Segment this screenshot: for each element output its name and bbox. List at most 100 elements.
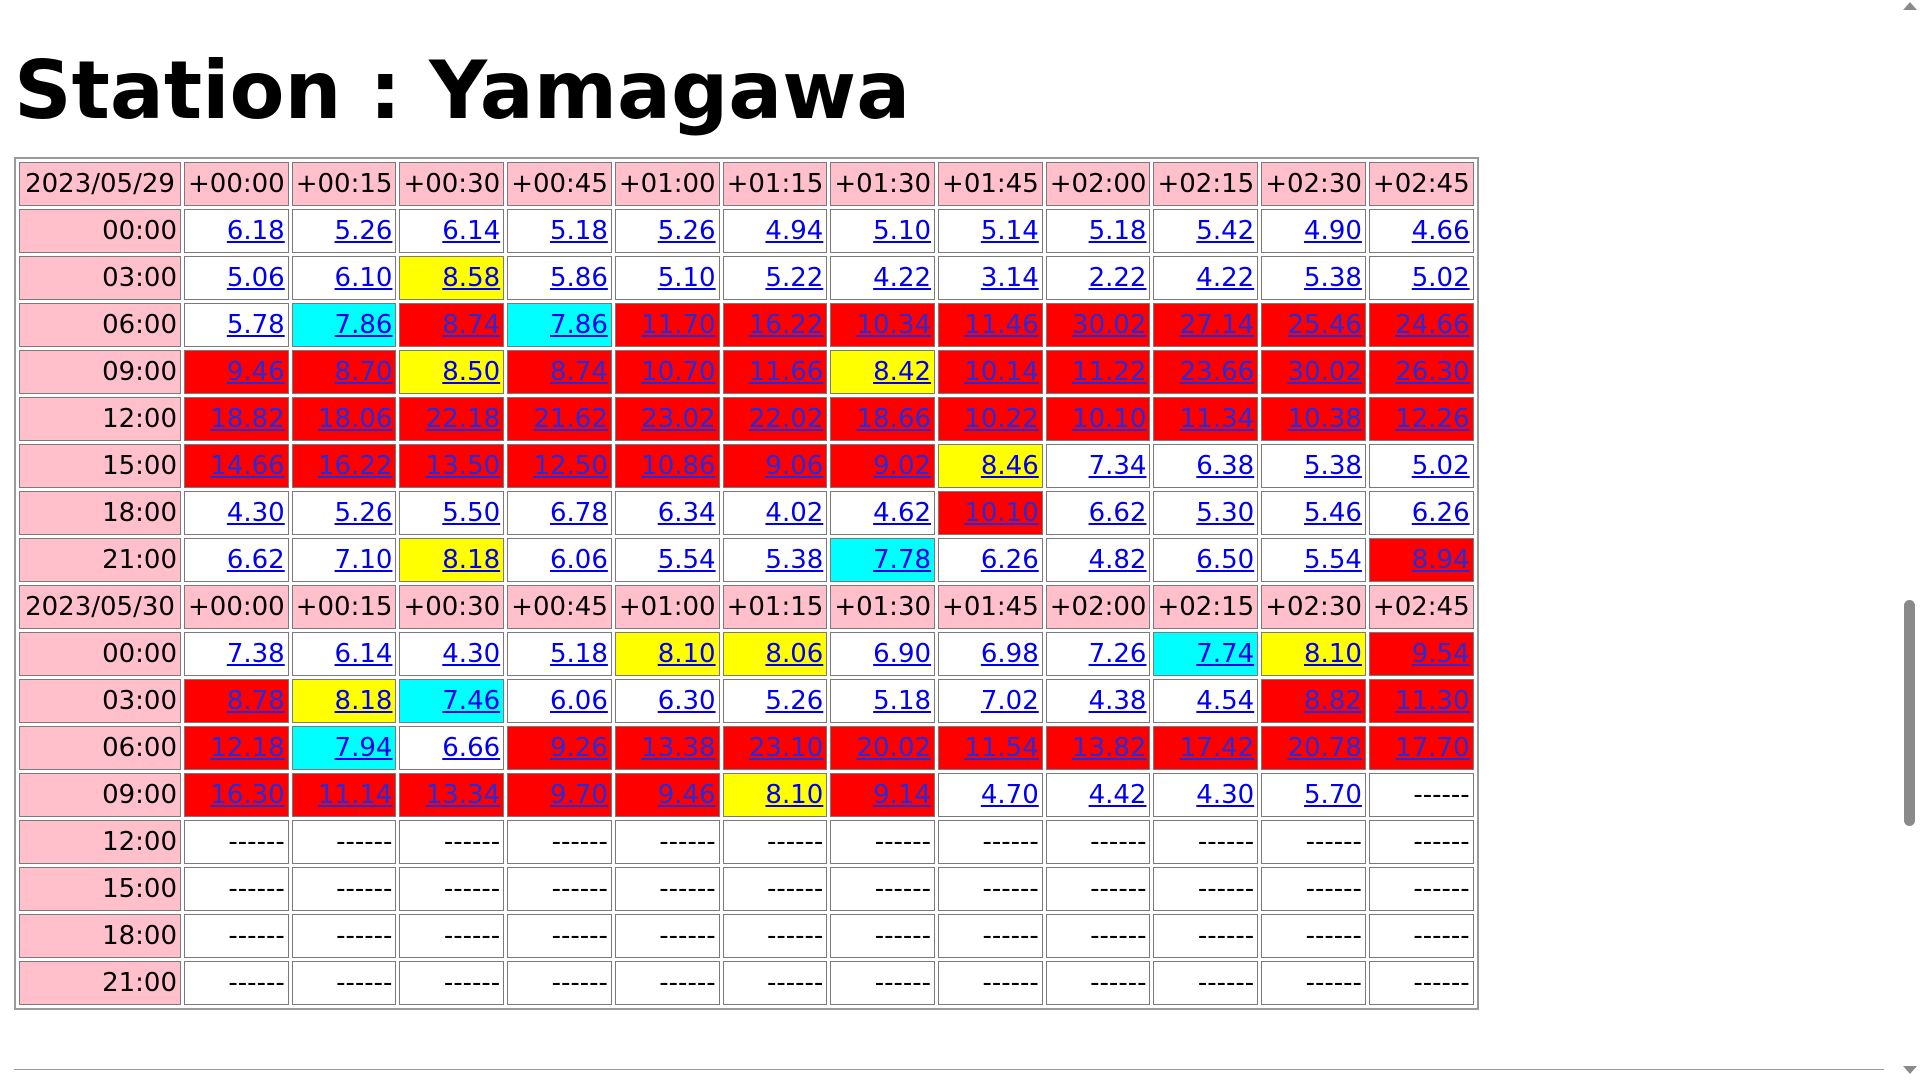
value-cell[interactable]: 13.38	[614, 726, 720, 770]
value-cell[interactable]: 5.42	[1153, 209, 1259, 253]
value-link[interactable]: 16.22	[318, 451, 393, 481]
value-link[interactable]: 10.10	[1072, 404, 1147, 434]
arrow-up-icon[interactable]	[1903, 2, 1917, 10]
value-link[interactable]: 8.74	[549, 357, 608, 387]
value-link[interactable]: 5.54	[657, 545, 716, 575]
value-link[interactable]: 9.02	[873, 451, 932, 481]
value-link[interactable]: 8.10	[765, 780, 824, 810]
value-link[interactable]: 5.50	[442, 498, 501, 528]
value-link[interactable]: 11.34	[1179, 404, 1255, 434]
value-cell[interactable]: 8.46	[938, 444, 1043, 488]
value-link[interactable]: 10.14	[964, 357, 1039, 387]
value-cell[interactable]: 6.14	[291, 632, 397, 676]
value-link[interactable]: 4.90	[1304, 216, 1362, 246]
value-cell[interactable]: 5.18	[1045, 209, 1151, 253]
value-link[interactable]: 7.86	[549, 310, 608, 340]
value-cell[interactable]: 5.02	[1368, 444, 1474, 488]
value-link[interactable]: 11.46	[964, 310, 1039, 340]
value-link[interactable]: 5.86	[549, 263, 608, 293]
value-cell[interactable]: 6.98	[938, 632, 1043, 676]
arrow-down-icon[interactable]	[1903, 1066, 1917, 1074]
value-link[interactable]: 17.42	[1179, 733, 1255, 763]
value-link[interactable]: 3.14	[980, 263, 1039, 293]
value-link[interactable]: 10.70	[641, 357, 716, 387]
value-cell[interactable]: 4.66	[1368, 209, 1474, 253]
value-link[interactable]: 9.54	[1411, 639, 1470, 669]
value-link[interactable]: 5.18	[1088, 216, 1147, 246]
value-cell[interactable]: 4.02	[722, 491, 828, 535]
value-cell[interactable]: 5.46	[1261, 491, 1366, 535]
value-link[interactable]: 5.78	[226, 310, 285, 340]
value-cell[interactable]: 6.10	[291, 256, 397, 300]
value-cell[interactable]: 10.10	[1045, 397, 1151, 441]
value-cell[interactable]: 10.22	[938, 397, 1043, 441]
value-cell[interactable]: 30.02	[1045, 303, 1151, 347]
value-cell[interactable]: 12.26	[1368, 397, 1474, 441]
value-link[interactable]: 5.10	[657, 263, 716, 293]
value-cell[interactable]: 7.34	[1045, 444, 1151, 488]
value-cell[interactable]: 5.86	[507, 256, 612, 300]
value-link[interactable]: 17.70	[1395, 733, 1470, 763]
value-cell[interactable]: 5.78	[184, 303, 289, 347]
value-link[interactable]: 11.30	[1395, 686, 1470, 716]
value-link[interactable]: 22.18	[425, 404, 501, 434]
value-link[interactable]: 7.10	[334, 545, 393, 575]
value-link[interactable]: 4.22	[1196, 263, 1255, 293]
value-cell[interactable]: 18.06	[291, 397, 397, 441]
value-link[interactable]: 6.06	[549, 545, 608, 575]
value-cell[interactable]: 6.62	[184, 538, 289, 582]
value-link[interactable]: 6.18	[226, 216, 285, 246]
value-link[interactable]: 24.66	[1395, 310, 1470, 340]
value-cell[interactable]: 11.14	[291, 773, 397, 817]
value-link[interactable]: 14.66	[210, 451, 285, 481]
value-link[interactable]: 6.62	[226, 545, 285, 575]
value-cell[interactable]: 10.86	[614, 444, 720, 488]
value-cell[interactable]: 8.18	[399, 538, 505, 582]
value-link[interactable]: 7.38	[226, 639, 285, 669]
value-link[interactable]: 11.54	[964, 733, 1039, 763]
value-link[interactable]: 8.46	[980, 451, 1039, 481]
value-cell[interactable]: 5.06	[184, 256, 289, 300]
value-link[interactable]: 6.98	[980, 639, 1039, 669]
value-cell[interactable]: 6.30	[614, 679, 720, 723]
value-cell[interactable]: 4.62	[830, 491, 936, 535]
value-cell[interactable]: 7.46	[399, 679, 505, 723]
value-link[interactable]: 23.66	[1179, 357, 1255, 387]
value-link[interactable]: 5.26	[334, 216, 393, 246]
value-cell[interactable]: 8.50	[399, 350, 505, 394]
value-cell[interactable]: 4.30	[1153, 773, 1259, 817]
value-cell[interactable]: 4.82	[1045, 538, 1151, 582]
value-link[interactable]: 6.62	[1088, 498, 1147, 528]
value-link[interactable]: 6.26	[1411, 498, 1470, 528]
value-cell[interactable]: 2.22	[1045, 256, 1151, 300]
value-link[interactable]: 9.46	[657, 780, 716, 810]
value-cell[interactable]: 5.14	[938, 209, 1043, 253]
value-cell[interactable]: 5.26	[722, 679, 828, 723]
value-link[interactable]: 7.02	[980, 686, 1039, 716]
value-link[interactable]: 8.50	[442, 357, 501, 387]
value-cell[interactable]: 4.22	[1153, 256, 1259, 300]
value-link[interactable]: 9.46	[226, 357, 285, 387]
value-link[interactable]: 6.14	[334, 639, 393, 669]
value-link[interactable]: 18.66	[856, 404, 932, 434]
value-cell[interactable]: 27.14	[1153, 303, 1259, 347]
value-link[interactable]: 6.50	[1196, 545, 1255, 575]
value-link[interactable]: 2.22	[1088, 263, 1147, 293]
value-link[interactable]: 16.30	[210, 780, 285, 810]
value-link[interactable]: 6.78	[549, 498, 608, 528]
value-cell[interactable]: 5.18	[507, 632, 612, 676]
value-link[interactable]: 6.38	[1196, 451, 1255, 481]
value-cell[interactable]: 7.78	[830, 538, 936, 582]
value-cell[interactable]: 5.10	[614, 256, 720, 300]
value-link[interactable]: 5.70	[1304, 780, 1362, 810]
value-cell[interactable]: 23.10	[722, 726, 828, 770]
value-cell[interactable]: 12.50	[507, 444, 612, 488]
value-link[interactable]: 6.06	[549, 686, 608, 716]
value-cell[interactable]: 24.66	[1368, 303, 1474, 347]
value-cell[interactable]: 10.70	[614, 350, 720, 394]
value-cell[interactable]: 22.18	[399, 397, 505, 441]
value-cell[interactable]: 7.86	[291, 303, 397, 347]
value-cell[interactable]: 14.66	[184, 444, 289, 488]
value-link[interactable]: 5.26	[334, 498, 393, 528]
value-cell[interactable]: 3.14	[938, 256, 1043, 300]
